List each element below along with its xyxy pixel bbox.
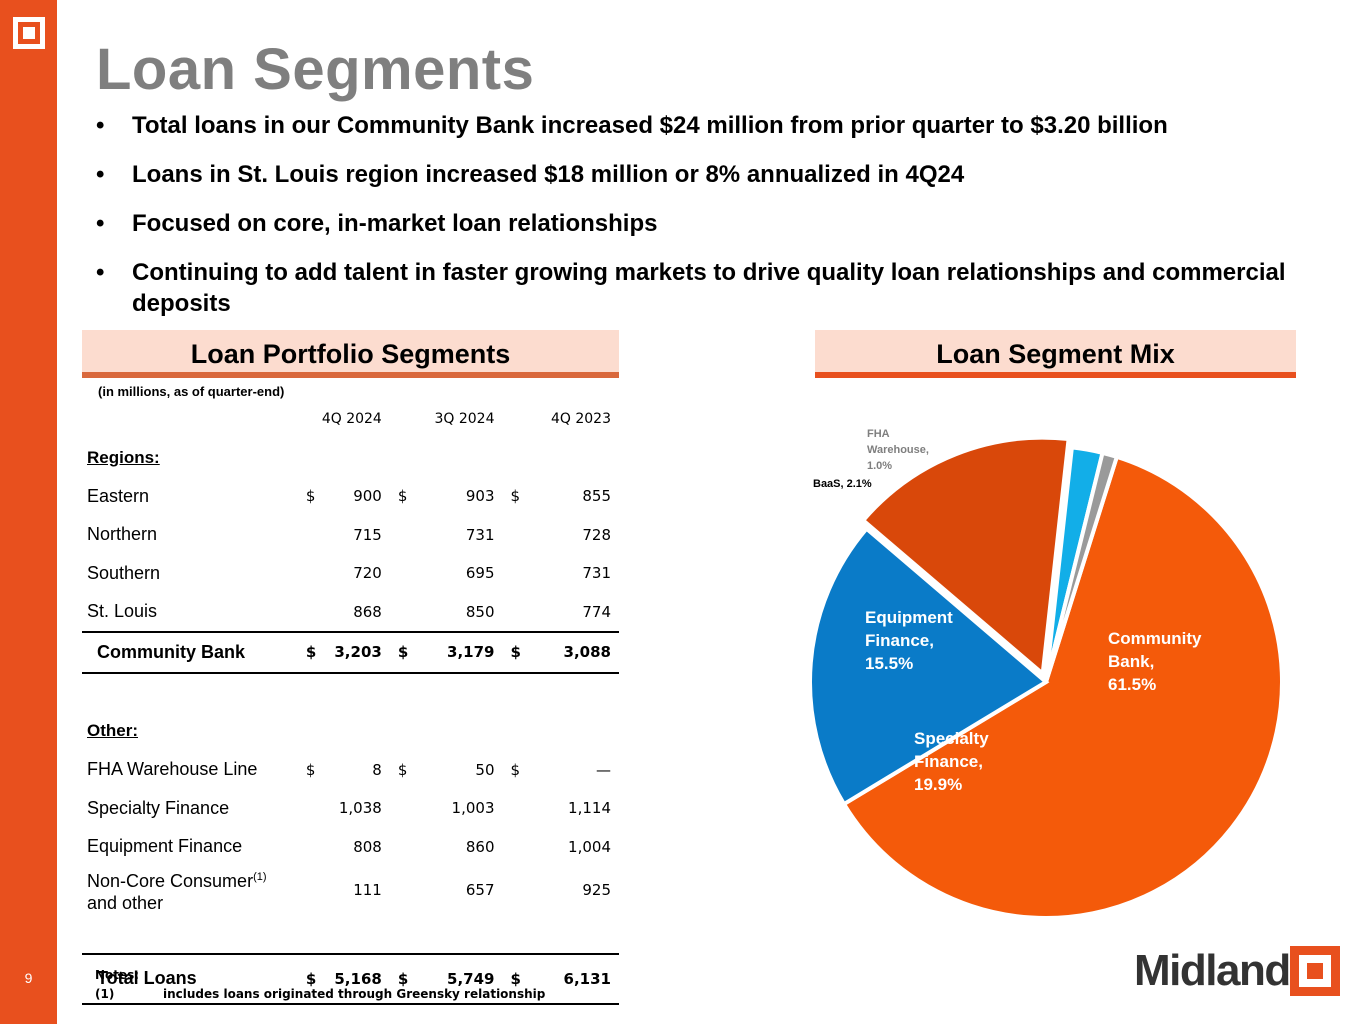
table-row: Equipment Finance 808 860 1,004 <box>87 836 611 857</box>
units-note: (in millions, as of quarter-end) <box>98 384 285 399</box>
regions-label: Regions: <box>87 447 160 467</box>
bullet-list: • Total loans in our Community Bank incre… <box>96 110 1336 337</box>
loan-segment-pie-chart: Community Bank, 61.5% Specialty Finance, 19.9… <box>808 428 1284 920</box>
table-row: Southern 720 695 731 <box>87 562 611 583</box>
footnotes: Notes: (1) includes loans originated thro… <box>95 966 545 1004</box>
section-label-row: Regions: <box>82 439 619 478</box>
pie-slice-label: BaaS, 2.1% <box>813 478 872 490</box>
pie-slice <box>1044 450 1120 683</box>
bullet-item: • Focused on core, in-market loan relatio… <box>96 210 658 237</box>
pie-slice-label: Community Bank, 61.5% <box>1108 629 1202 694</box>
table-row: FHA Warehouse Line $8 $50 $ — <box>87 759 611 780</box>
pie-slice-label: Specialty Finance, 19.9% <box>914 729 989 794</box>
table-row: Specialty Finance 1,038 1,003 1,114 <box>87 797 611 818</box>
total-loans-row: Total Loans $5,168 $5,749 $6,131 <box>82 952 619 1005</box>
community-bank-total-row: Community Bank $3,203 $3,179 $3,088 <box>82 631 619 674</box>
pie-slice <box>860 435 1071 678</box>
table-row: Eastern $900 $903 $855 <box>87 485 611 506</box>
pie-slice <box>808 525 1050 807</box>
other-label: Other: <box>87 721 138 741</box>
page-title: Loan Segments <box>96 37 535 102</box>
column-header: 3Q 2024 <box>434 411 495 428</box>
brand-name: Midland <box>1134 946 1291 995</box>
page-number: 9 <box>24 970 33 986</box>
table-row: Northern 715 731 728 <box>87 524 611 545</box>
portfolio-heading: Loan Portfolio Segments <box>82 330 619 378</box>
midland-logo-icon <box>13 17 45 49</box>
pie-slice <box>841 454 1284 920</box>
brand-logo-icon <box>1290 946 1340 996</box>
bullet-item: • Total loans in our Community Bank incre… <box>96 112 1168 139</box>
bullet-item: • Loans in St. Louis region increased $18… <box>96 161 965 188</box>
table-row: St. Louis 868 850 774 <box>87 601 611 622</box>
column-header: 4Q 2024 <box>321 411 382 428</box>
footnote-text: includes loans originated through Greens… <box>163 987 546 1001</box>
section-label-row: Other: <box>82 712 619 751</box>
pie-slice-label: FHA Warehouse, 1.0% <box>867 428 929 472</box>
column-header: 4Q 2023 <box>550 411 611 428</box>
footnote-marker: (1) <box>95 987 115 1001</box>
notes-heading: Notes: <box>95 968 140 982</box>
loan-portfolio-table: 4Q 2024 3Q 2024 4Q 2023 Regions: Eastern… <box>82 400 619 1005</box>
table-row: Non-Core Consumer(1) and other 111 657 92… <box>87 871 611 913</box>
pie-slice-label: Equipment Finance, 15.5% <box>865 608 953 673</box>
table-header-row: 4Q 2024 3Q 2024 4Q 2023 <box>82 400 619 439</box>
bullet-item: • Continuing to add talent in faster grow… <box>96 259 1286 317</box>
mix-heading: Loan Segment Mix <box>815 330 1296 378</box>
left-accent-bar: 9 <box>0 0 57 1024</box>
